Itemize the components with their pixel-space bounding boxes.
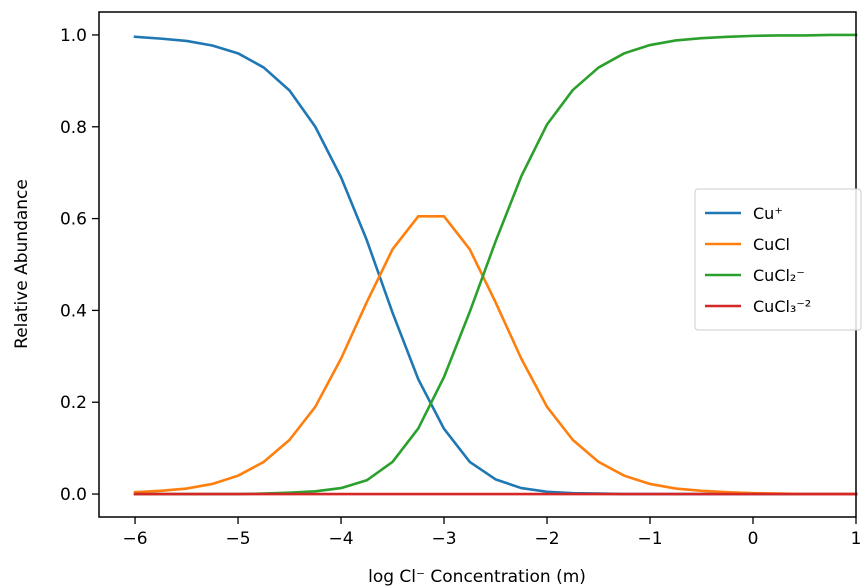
axes-layer: −6 −5 −4 −3 −2 −1 0 1 0.0 0.2 0.4 0.6 0.8 1.0 [60,26,861,549]
y-tick-label: 0.0 [60,485,87,505]
x-tick-label: −3 [431,529,456,549]
legend-label: CuCl [753,235,790,254]
x-tick-label: 1 [851,529,862,549]
x-axis-label: log Cl⁻ Concentration (m) [368,567,586,587]
legend-label: Cu⁺ [753,204,783,223]
y-tick-label: 0.8 [60,118,87,138]
x-tick-label: −1 [637,529,662,549]
series-layer [133,33,858,496]
x-tick-label: 0 [748,529,759,549]
legend-label: CuCl₃⁻² [753,297,811,316]
y-tick-label: 0.4 [60,301,87,321]
legend-box [694,188,862,331]
x-tick-label: −4 [329,529,354,549]
legend-label: CuCl₂⁻ [753,266,805,285]
y-axis-label: Relative Abundance [12,179,32,349]
x-tick-label: −5 [226,529,251,549]
x-tick-label: −6 [123,529,148,549]
series-line [133,215,858,496]
x-tick-label: −2 [534,529,559,549]
y-tick-label: 1.0 [60,26,87,46]
y-tick-label: 0.2 [60,393,87,413]
y-tick-label: 0.6 [60,210,87,230]
legend: Cu⁺ CuCl CuCl₂⁻ CuCl₃⁻² [694,188,862,331]
